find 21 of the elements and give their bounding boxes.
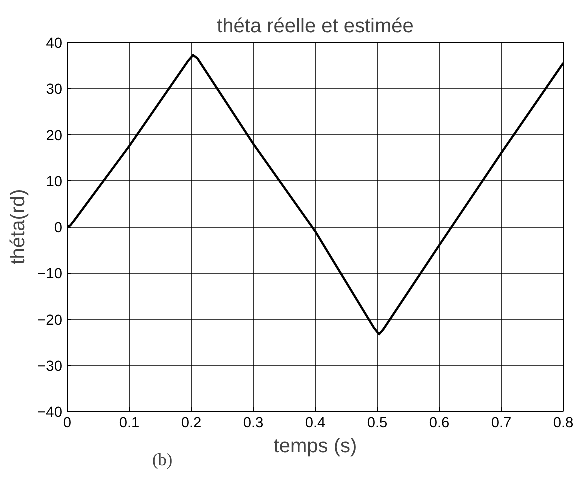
x-tick-label: 0.6 <box>429 416 450 432</box>
text: (b) <box>152 450 173 470</box>
y-tick-label: −40 <box>38 405 63 421</box>
x-tick-label: 0.3 <box>243 416 264 432</box>
y-tick-label: −30 <box>38 358 63 375</box>
chart-title: théta réelle et estimée <box>217 16 414 38</box>
x-tick-label: 0.5 <box>367 416 388 432</box>
x-tick-label: 0.1 <box>119 416 140 432</box>
y-tick-label: −20 <box>38 312 63 329</box>
x-tick-label: 0.7 <box>491 416 512 432</box>
y-tick-label: 20 <box>46 128 63 144</box>
x-tick-label: 0.8 <box>553 416 574 432</box>
y-tick-label: 10 <box>46 174 63 190</box>
x-tick-label: 0.4 <box>305 416 326 432</box>
x-axis-title: temps (s) <box>274 436 358 458</box>
y-axis-title: théta(rd) <box>8 189 30 265</box>
y-tick-label: 30 <box>46 82 63 98</box>
y-tick-label: 40 <box>46 36 63 52</box>
x-tick-label: 0.2 <box>181 416 202 432</box>
y-tick-label: 0 <box>54 220 63 236</box>
y-tick-label: −10 <box>38 266 63 283</box>
